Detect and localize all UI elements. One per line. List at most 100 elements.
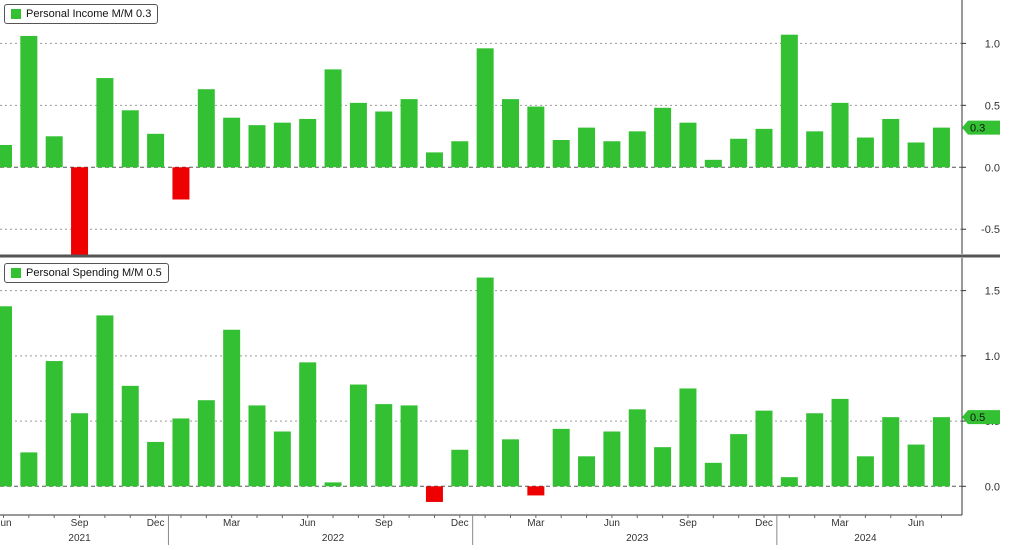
income-bar <box>147 133 165 168</box>
income-bar <box>0 144 12 168</box>
spending-bar <box>552 428 570 487</box>
spending-legend: Personal Spending M/M 0.5 <box>4 263 169 283</box>
income-bar <box>476 48 494 168</box>
spending-bar <box>679 388 697 487</box>
spending-bar <box>349 384 367 487</box>
x-month-label: Dec <box>755 518 773 529</box>
x-year-label: 2023 <box>626 533 649 544</box>
spending-bar <box>704 462 722 487</box>
income-ytick-label: 0.0 <box>985 162 1000 174</box>
personal-spending-panel: 1.51.00.50.00.5 <box>0 258 1000 515</box>
spending-bar <box>324 482 342 487</box>
x-year-label: 2022 <box>322 533 345 544</box>
income-bar <box>121 110 139 168</box>
spending-bar <box>400 405 418 487</box>
income-bar <box>299 118 317 168</box>
income-bar <box>71 167 89 257</box>
x-month-label: Jun <box>604 518 620 529</box>
income-bar <box>248 125 266 168</box>
income-bar <box>223 117 241 168</box>
spending-ytick-label: 0.0 <box>985 481 1000 493</box>
income-bar <box>882 118 900 168</box>
income-bar <box>400 99 418 168</box>
spending-bar <box>907 444 925 487</box>
income-ytick-label: 0.5 <box>985 100 1000 112</box>
spending-bar <box>375 404 393 487</box>
income-bar <box>20 35 38 168</box>
spending-bar <box>197 400 215 487</box>
spending-bar <box>831 398 849 487</box>
spending-bar <box>502 439 519 487</box>
spending-bar <box>425 486 443 502</box>
income-bar <box>96 78 114 168</box>
x-axis: Jun Sep Dec Mar Jun Sep Dec Mar Jun Sep Dec Mar Jun 2… <box>0 514 962 545</box>
income-bar <box>578 127 596 168</box>
spending-bar <box>578 456 596 487</box>
spending-bar <box>882 417 900 487</box>
income-bar <box>502 99 519 168</box>
x-month-label: Jun <box>908 518 924 529</box>
income-bar <box>552 140 570 168</box>
spending-bar <box>223 329 241 487</box>
spending-bar <box>932 417 950 487</box>
x-year-label: 2024 <box>854 533 877 544</box>
income-bar <box>907 142 925 168</box>
income-bar <box>932 127 950 168</box>
spending-bar <box>96 315 114 487</box>
spending-bar <box>856 456 874 487</box>
income-bar <box>603 141 621 168</box>
spending-bar <box>273 431 291 487</box>
income-bar <box>679 122 697 168</box>
x-month-label: Sep <box>375 518 393 529</box>
income-bar <box>806 131 824 168</box>
spending-bar <box>628 409 646 487</box>
spending-bar <box>755 410 773 487</box>
income-legend-swatch <box>11 9 21 19</box>
spending-ytick-label: 1.0 <box>985 351 1000 363</box>
spending-bar <box>45 361 63 487</box>
income-bar <box>451 141 469 168</box>
spending-last-value-label: 0.5 <box>970 412 985 424</box>
income-bar <box>730 138 748 168</box>
income-bar <box>628 131 646 168</box>
spending-bar <box>121 385 139 487</box>
spending-legend-label: Personal Spending M/M 0.5 <box>26 267 162 279</box>
income-bar <box>324 69 342 168</box>
spending-bar <box>71 413 89 487</box>
income-bar <box>273 122 291 168</box>
spending-bar <box>299 362 317 487</box>
spending-bar <box>654 447 672 487</box>
income-bar <box>780 34 798 168</box>
spending-bar <box>780 477 798 487</box>
x-month-label: Jun <box>0 518 12 529</box>
spending-bar <box>730 434 748 487</box>
spending-bar <box>806 413 824 487</box>
x-month-label: Dec <box>451 518 469 529</box>
spending-bar <box>20 452 38 487</box>
spending-bar <box>476 277 494 487</box>
income-bar <box>197 89 215 168</box>
income-bar <box>349 102 367 168</box>
x-month-label: Dec <box>147 518 165 529</box>
spending-bar <box>248 405 266 487</box>
income-bar <box>45 136 63 168</box>
spending-bar <box>451 449 469 487</box>
spending-bar <box>603 431 621 487</box>
income-ytick-label: 1.0 <box>985 38 1000 50</box>
x-month-label: Sep <box>71 518 89 529</box>
income-bar <box>831 102 849 168</box>
spending-legend-swatch <box>11 268 21 278</box>
income-bar <box>755 128 773 168</box>
spending-last-value-marker <box>962 410 1000 425</box>
income-last-value-marker <box>962 120 1000 135</box>
income-bar <box>527 106 545 168</box>
spending-bar <box>147 441 165 487</box>
income-bar <box>172 167 190 200</box>
personal-income-panel: 1.0 0.5 0.0 -0.5 0.3 <box>0 0 1000 258</box>
x-month-label: Jun <box>300 518 316 529</box>
x-month-label: Mar <box>527 518 545 529</box>
income-bar <box>425 152 443 168</box>
x-year-label: 2021 <box>68 533 91 544</box>
spending-bar <box>172 418 190 487</box>
